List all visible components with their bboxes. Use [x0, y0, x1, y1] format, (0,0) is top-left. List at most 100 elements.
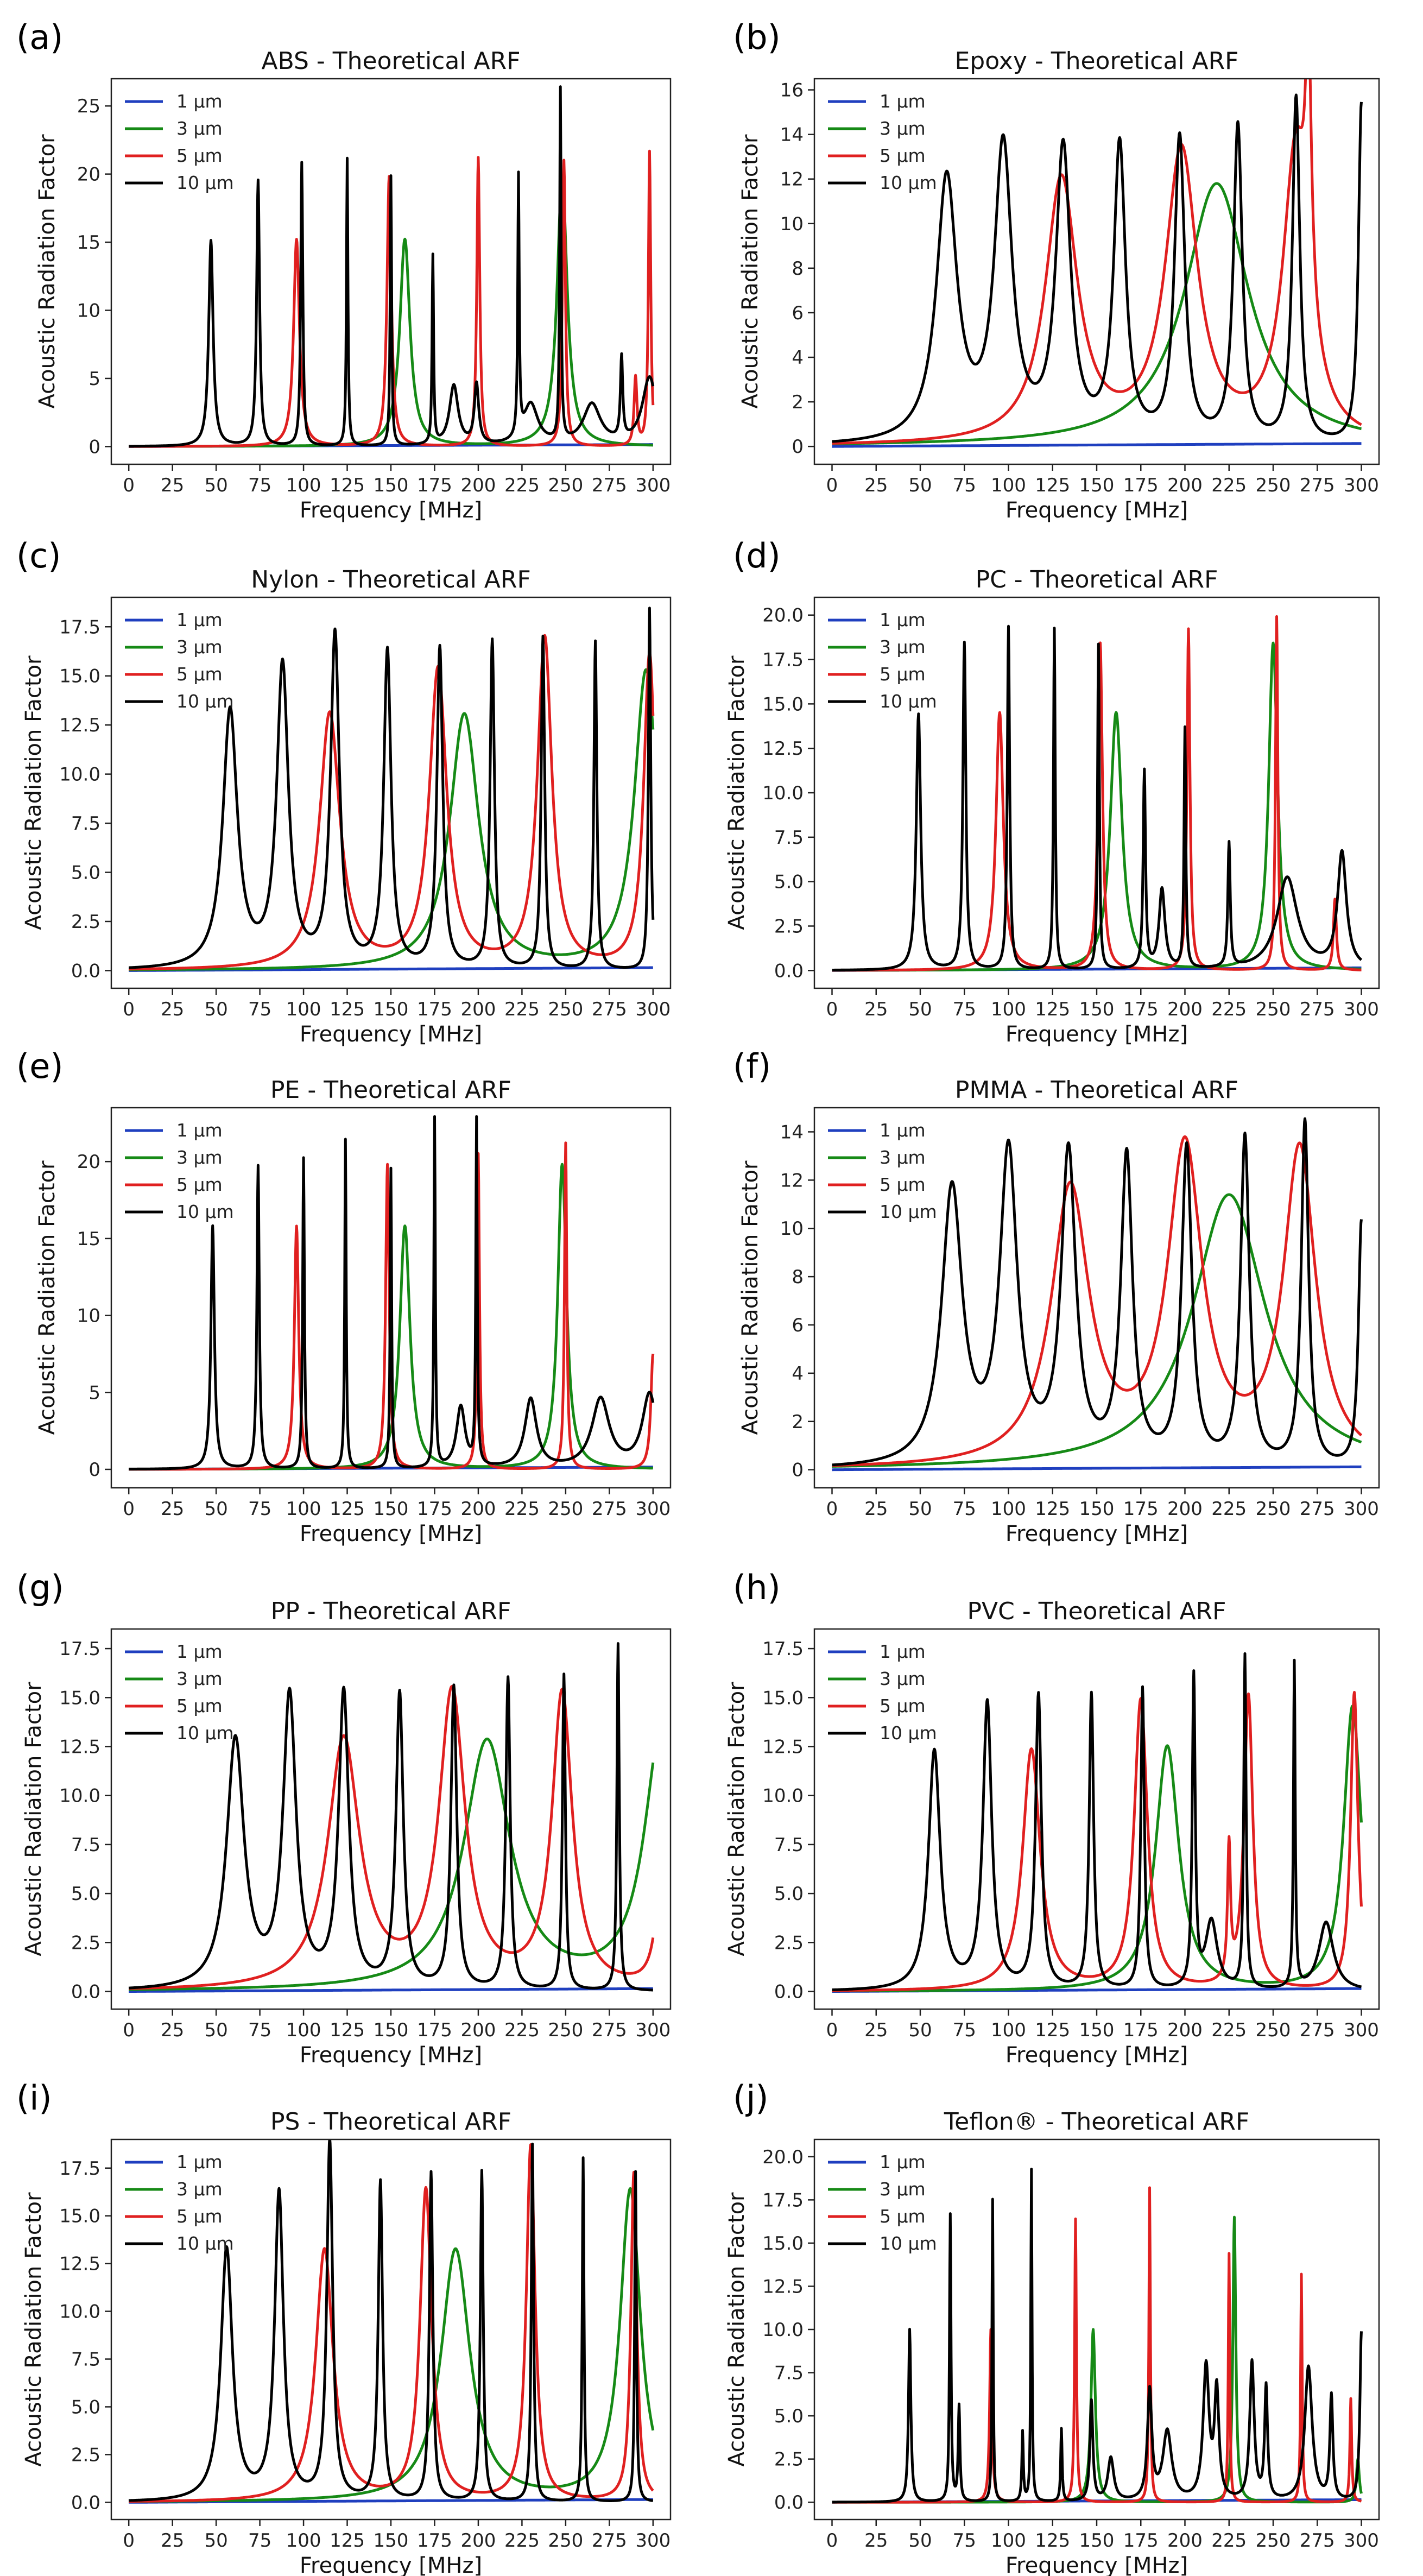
x-tick-label: 175	[1123, 2530, 1159, 2552]
y-axis-label: Acoustic Radiation Factor	[738, 1160, 763, 1435]
panel-label: (h)	[733, 1568, 781, 1607]
legend-label: 1 µm	[176, 91, 223, 112]
x-tick-label: 200	[460, 2530, 496, 2552]
y-tick-label: 0	[88, 1459, 100, 1481]
chart-title: PE - Theoretical ARF	[270, 1076, 511, 1104]
x-tick-label: 250	[548, 2019, 583, 2041]
x-tick-label: 225	[1211, 1498, 1247, 1520]
legend-label: 10 µm	[880, 691, 937, 712]
y-axis-label: Acoustic Radiation Factor	[724, 655, 749, 930]
x-tick-label: 25	[161, 1498, 184, 1520]
y-tick-label: 17.5	[59, 2158, 100, 2180]
x-tick-label: 300	[635, 1498, 671, 1520]
x-tick-label: 50	[204, 1498, 227, 1520]
x-tick-label: 25	[864, 2019, 888, 2041]
y-tick-label: 17.5	[59, 1638, 100, 1660]
chart-title: Teflon® - Theoretical ARF	[944, 2108, 1250, 2136]
x-tick-label: 75	[248, 2530, 271, 2552]
legend-label: 3 µm	[880, 1668, 926, 1689]
legend-label: 1 µm	[880, 1641, 926, 1662]
y-tick-label: 17.5	[762, 2189, 804, 2211]
panel-label: (e)	[16, 1046, 64, 1086]
x-tick-label: 125	[1035, 999, 1070, 1020]
legend-label: 5 µm	[176, 1174, 223, 1195]
y-tick-label: 7.5	[774, 1834, 804, 1856]
y-tick-label: 7.5	[71, 813, 100, 835]
x-tick-label: 50	[908, 2530, 932, 2552]
legend: 1 µm 3 µm 5 µm 10 µm	[125, 1641, 234, 1744]
legend-label: 3 µm	[880, 1147, 926, 1168]
y-tick-label: 20	[77, 164, 100, 186]
x-axis-label: Frequency [MHz]	[1005, 1521, 1188, 1546]
x-tick-label: 50	[204, 999, 227, 1020]
legend: 1 µm 3 µm 5 µm 10 µm	[828, 1641, 937, 1744]
y-tick-label: 0	[792, 1460, 804, 1481]
y-tick-label: 0.0	[774, 2492, 804, 2514]
y-tick-label: 5.0	[774, 2405, 804, 2427]
x-tick-label: 100	[286, 1498, 321, 1520]
y-tick-label: 0	[88, 436, 100, 458]
x-tick-label: 275	[592, 2019, 627, 2041]
x-tick-label: 100	[286, 2530, 321, 2552]
y-tick-label: 2.5	[774, 2449, 804, 2471]
x-tick-label: 175	[1123, 475, 1159, 496]
legend-label: 1 µm	[880, 609, 926, 630]
series-line-5m	[831, 1691, 1363, 1992]
x-tick-label: 50	[908, 1498, 932, 1520]
x-tick-label: 175	[417, 999, 452, 1020]
x-tick-label: 100	[991, 2530, 1026, 2552]
y-tick-label: 12.5	[59, 715, 100, 736]
legend-label: 5 µm	[880, 664, 926, 685]
x-tick-label: 175	[417, 2019, 452, 2041]
x-tick-label: 75	[953, 1498, 976, 1520]
x-tick-label: 125	[330, 2019, 365, 2041]
x-axis-label: Frequency [MHz]	[1005, 498, 1188, 523]
series-line-10m	[128, 85, 655, 448]
y-tick-label: 2	[792, 1411, 804, 1433]
legend-label: 3 µm	[176, 1668, 223, 1689]
x-tick-label: 75	[953, 999, 976, 1020]
x-tick-label: 300	[1344, 2530, 1379, 2552]
y-tick-label: 5	[88, 1382, 100, 1404]
panel-label: (b)	[733, 17, 781, 57]
x-tick-label: 225	[1211, 2530, 1247, 2552]
y-tick-label: 15.0	[59, 666, 100, 687]
legend-label: 10 µm	[176, 691, 234, 712]
series-line-3m	[831, 182, 1363, 445]
y-tick-label: 10.0	[59, 764, 100, 786]
y-tick-label: 7.5	[774, 2363, 804, 2384]
x-tick-label: 275	[1300, 2019, 1335, 2041]
legend: 1 µm 3 µm 5 µm 10 µm	[828, 609, 937, 712]
x-tick-label: 75	[248, 475, 271, 496]
y-tick-label: 15.0	[762, 693, 804, 715]
y-axis-label: Acoustic Radiation Factor	[21, 1682, 46, 1956]
series-line-5m	[128, 634, 655, 971]
y-tick-label: 6	[792, 302, 804, 324]
y-tick-label: 10	[77, 1305, 100, 1327]
y-tick-label: 12.5	[59, 2253, 100, 2275]
legend-label: 10 µm	[880, 172, 937, 193]
x-tick-label: 50	[204, 475, 227, 496]
x-tick-label: 225	[1211, 475, 1247, 496]
panel-label: (c)	[16, 536, 61, 576]
legend-label: 5 µm	[880, 145, 926, 166]
x-axis-label: Frequency [MHz]	[300, 2043, 482, 2068]
y-tick-label: 15	[77, 232, 100, 254]
x-tick-label: 300	[635, 475, 671, 496]
y-tick-label: 12.5	[59, 1736, 100, 1758]
y-tick-label: 2.5	[71, 2444, 100, 2466]
legend: 1 µm 3 µm 5 µm 10 µm	[125, 609, 234, 712]
x-tick-label: 75	[953, 475, 976, 496]
x-tick-label: 150	[374, 999, 409, 1020]
chart-panel-c: (c) Nylon - Theoretical ARF 0 25 50 75 100 125 1…	[16, 536, 672, 1047]
y-tick-label: 4	[792, 347, 804, 369]
y-tick-label: 5.0	[774, 872, 804, 893]
x-tick-label: 125	[1035, 2530, 1070, 2552]
y-axis-label: Acoustic Radiation Factor	[724, 1682, 749, 1956]
x-tick-label: 150	[374, 1498, 409, 1520]
chart-panel-i: (i) PS - Theoretical ARF 0 25 50 75 100 125 150 1…	[16, 2078, 672, 2576]
x-tick-label: 100	[991, 1498, 1026, 1520]
x-tick-label: 125	[1035, 475, 1070, 496]
